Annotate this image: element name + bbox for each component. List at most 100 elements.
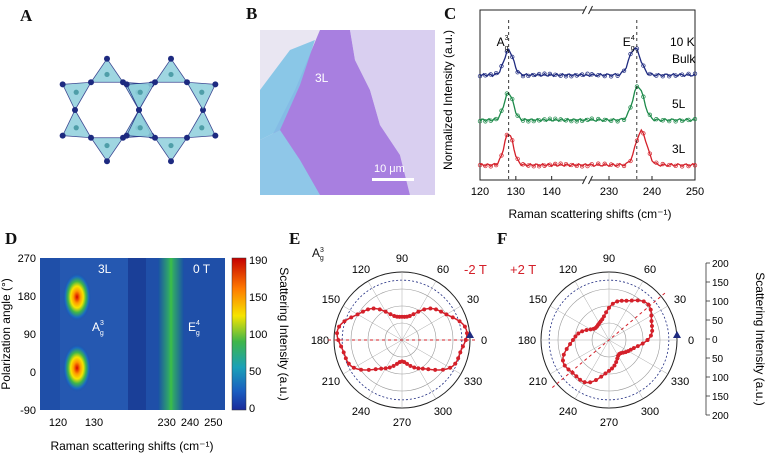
colorbar-tick-label: 150 xyxy=(249,292,267,304)
lattice-atom xyxy=(168,158,174,165)
data-point xyxy=(547,71,553,77)
polar-spoke xyxy=(574,339,610,400)
data-point xyxy=(608,74,614,79)
angle-label: 150 xyxy=(529,294,547,306)
y-tick-label: -90 xyxy=(20,405,36,417)
data-point xyxy=(660,161,665,167)
lattice-atom xyxy=(59,81,66,88)
data-point xyxy=(679,118,685,124)
data-point xyxy=(563,161,569,167)
lattice-atom xyxy=(152,79,158,86)
data-point xyxy=(531,164,536,169)
data-point xyxy=(615,73,620,78)
x-tick-label: 240 xyxy=(181,417,199,429)
data-point xyxy=(531,72,536,78)
lattice-atom xyxy=(72,107,78,113)
scale-bar-label: 10 μm xyxy=(374,163,405,175)
data-point xyxy=(542,163,547,168)
radial-tick-label: 150 xyxy=(712,278,729,289)
data-point xyxy=(647,151,653,156)
data-point xyxy=(547,162,553,167)
data-point xyxy=(692,116,698,122)
x-tick-label: 120 xyxy=(471,186,489,198)
data-point xyxy=(542,71,547,76)
series-label-3l: 3L xyxy=(672,142,686,156)
lattice-metal-atom xyxy=(104,71,110,78)
f-field-label: +2 T xyxy=(510,262,537,277)
colorbar xyxy=(231,257,247,411)
data-point xyxy=(510,54,515,60)
x-tick-label: 250 xyxy=(204,417,222,429)
polar-spoke xyxy=(549,305,610,341)
peak-label: E4 g xyxy=(623,35,635,52)
angle-label: 210 xyxy=(529,376,547,388)
data-point xyxy=(488,72,493,77)
data-point xyxy=(579,164,585,169)
data-point xyxy=(477,162,483,168)
radial-tick-label: 50 xyxy=(712,354,724,365)
lattice-metal-atom xyxy=(73,89,79,95)
data-point xyxy=(553,161,558,167)
data-point xyxy=(628,105,633,110)
c-temperature-label: 10 K xyxy=(670,35,695,49)
radial-axis-label: Scattering Intensity (a.u.) xyxy=(753,272,767,405)
d-sample-label: 3L xyxy=(98,262,112,276)
colorbar-tick-label: 100 xyxy=(249,329,267,341)
lattice-metal-atom xyxy=(199,125,205,131)
data-point xyxy=(686,71,691,76)
fit-curve xyxy=(336,307,468,371)
series-label-bulk: Bulk xyxy=(672,52,696,66)
colorbar-tick-label: 50 xyxy=(249,366,261,378)
lattice-atom xyxy=(184,134,190,141)
lattice-atom xyxy=(88,79,94,86)
series-line-3l xyxy=(479,128,696,168)
polar-spoke xyxy=(608,339,644,400)
data-point xyxy=(673,119,678,124)
lattice-atom xyxy=(168,55,174,62)
data-point xyxy=(621,163,627,169)
analyzer-marker-icon xyxy=(673,331,681,338)
lattice-triangle xyxy=(126,109,156,139)
data-point xyxy=(569,118,574,124)
x-tick-label: 230 xyxy=(600,186,618,198)
data-point xyxy=(553,72,558,77)
lattice-atom xyxy=(123,81,130,88)
data-point xyxy=(510,138,515,143)
data-point xyxy=(499,108,504,113)
angle-label: 240 xyxy=(559,406,577,418)
optical-micrograph: 3L 10 μm xyxy=(260,30,435,195)
angle-label: 300 xyxy=(434,406,452,418)
data-point xyxy=(667,74,672,79)
data-point xyxy=(585,117,590,123)
lattice-triangle xyxy=(126,81,156,111)
data-point xyxy=(641,63,646,68)
data-point xyxy=(667,118,672,124)
colorbar-tick-label: 190 xyxy=(249,255,267,267)
y-tick-label: 0 xyxy=(30,367,36,379)
layer-label: 3L xyxy=(315,71,329,85)
y-tick-label: 90 xyxy=(24,329,36,341)
e-field-label: -2 T xyxy=(464,262,487,277)
data-point xyxy=(602,73,607,79)
polar-spoke xyxy=(549,339,610,375)
radial-tick-label: 100 xyxy=(712,297,729,308)
peak-label: A3 g xyxy=(497,35,509,52)
series-line-5l xyxy=(479,85,696,123)
polarization-axis-line xyxy=(551,292,667,388)
data-point xyxy=(608,162,614,167)
a3g-hotspot-0 xyxy=(63,344,91,392)
data-point xyxy=(615,163,620,168)
lattice-triangle xyxy=(62,81,92,111)
data-point xyxy=(596,73,601,78)
data-point xyxy=(589,72,594,77)
lattice-atom xyxy=(88,134,94,141)
angle-label: 60 xyxy=(644,264,656,276)
x-tick-label: 250 xyxy=(686,186,704,198)
angle-label: 0 xyxy=(481,335,487,347)
data-point xyxy=(558,73,563,78)
data-point xyxy=(692,163,698,168)
data-point xyxy=(493,116,499,122)
data-point xyxy=(686,117,691,123)
data-point xyxy=(526,119,531,124)
data-point xyxy=(520,73,526,79)
